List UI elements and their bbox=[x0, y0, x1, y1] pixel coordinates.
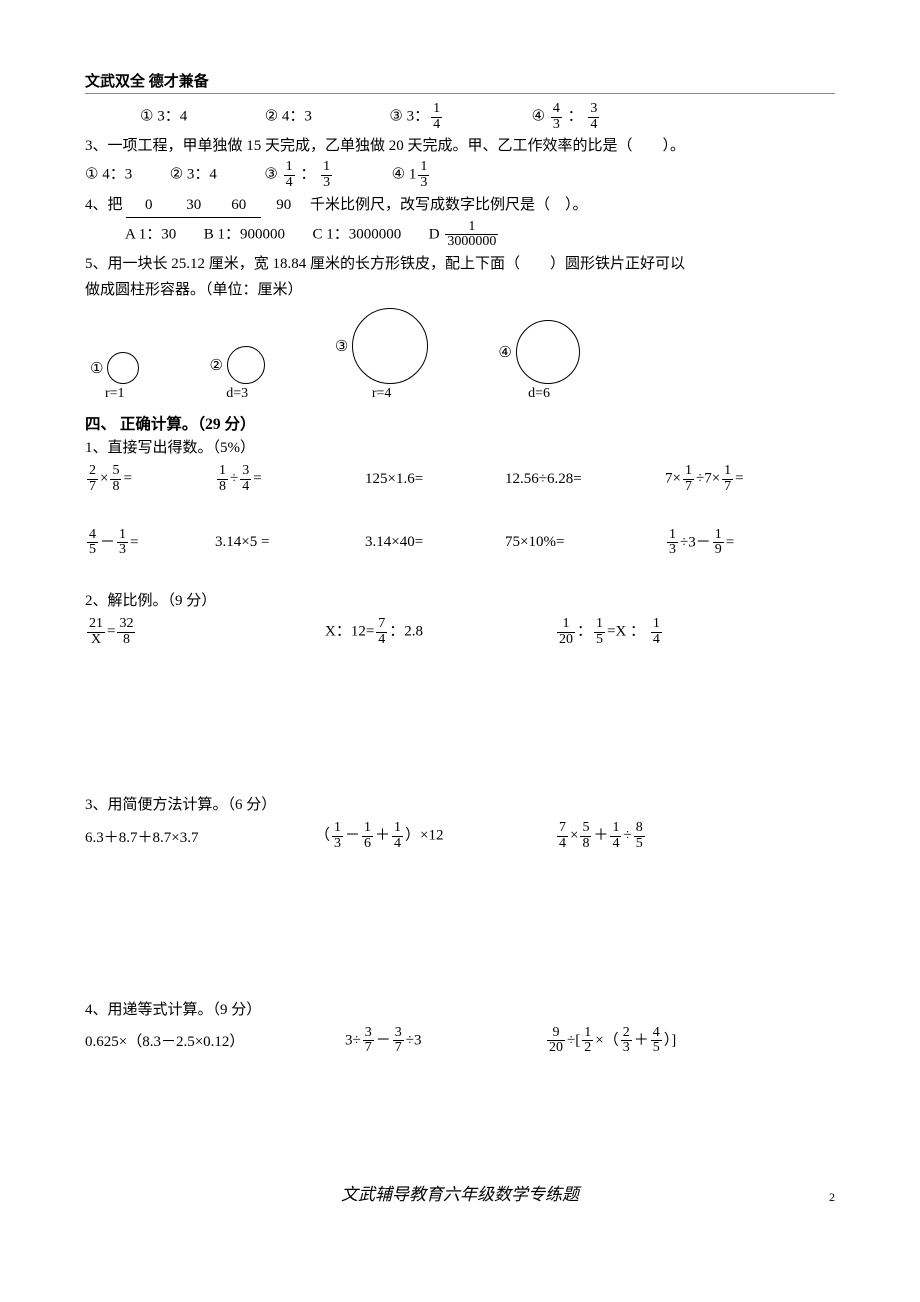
q4-d-frac: 13000000 bbox=[445, 220, 498, 250]
r1d: 12.56÷6.28= bbox=[505, 471, 665, 488]
r2e: 13÷3－19= bbox=[665, 528, 734, 558]
q5-c2-num: ② bbox=[209, 356, 222, 375]
r4c: 74×58＋14÷85 bbox=[555, 821, 647, 851]
q3-opt3-f1: 14 bbox=[284, 160, 295, 190]
q4-pre: 4、把 bbox=[85, 197, 126, 213]
r2d: 75×10%= bbox=[505, 534, 665, 551]
q4-ruler-3: 90 bbox=[261, 193, 306, 217]
q3-opt2: ② 3：4 bbox=[170, 167, 217, 183]
q2-opt3-frac: 14 bbox=[431, 102, 442, 132]
q2-opt4-pre: ④ bbox=[532, 109, 549, 125]
q5-c2-label: d=3 bbox=[226, 386, 248, 402]
sec4-p2: 2、解比例。（9 分） bbox=[85, 589, 835, 613]
page-header: 文武双全 德才兼备 bbox=[85, 70, 835, 91]
q4-c: C 1：3000000 bbox=[313, 226, 402, 242]
q2-opt2: ② 4：3 bbox=[265, 109, 312, 125]
header-rule bbox=[85, 93, 835, 94]
q3-text: 3、一项工程，甲单独做 15 天完成，乙单独做 20 天完成。甲、乙工作效率的比… bbox=[85, 134, 835, 158]
q4-options: A 1：30 B 1：900000 C 1：3000000 D 13000000 bbox=[85, 220, 835, 250]
q4-post: 千米比例尺，改写成数字比例尺是（ ）。 bbox=[306, 197, 587, 213]
r5c: 920÷[12×（23＋45）] bbox=[545, 1026, 676, 1056]
q5-c1: ① r=1 bbox=[90, 352, 139, 402]
r3b: X：12=74：2.8 bbox=[325, 617, 555, 647]
circle-icon-1 bbox=[107, 352, 139, 384]
q5-c3: ③ r=4 bbox=[335, 308, 428, 402]
sec4-p1: 1、直接写出得数。（5%） bbox=[85, 436, 835, 460]
q4-line: 4、把 0306090 千米比例尺，改写成数字比例尺是（ ）。 bbox=[85, 193, 835, 218]
q4-ruler-0: 0 bbox=[126, 193, 171, 218]
r4b: （13－16＋14）×12 bbox=[315, 821, 555, 851]
r2b: 3.14×5 = bbox=[215, 534, 365, 551]
r2c: 3.14×40= bbox=[365, 534, 505, 551]
q3-opt3-mid: ： bbox=[297, 167, 320, 183]
circle-icon-3 bbox=[352, 308, 428, 384]
q4-d-pre: D bbox=[429, 226, 444, 242]
q3-opt1: ① 4：3 bbox=[85, 167, 132, 183]
r1e: 7×17÷7×17= bbox=[665, 464, 744, 494]
circle-icon-2 bbox=[227, 346, 265, 384]
sec4-p4: 4、用递等式计算。（9 分） bbox=[85, 998, 835, 1022]
q5-c3-num: ③ bbox=[335, 337, 348, 356]
r3c: 120：15=X ： 14 bbox=[555, 617, 664, 647]
q4-ruler-2: 60 bbox=[216, 193, 261, 218]
sec4-p3: 3、用简便方法计算。（6 分） bbox=[85, 793, 835, 817]
q3-opt4-pre: ④ 1 bbox=[392, 167, 417, 183]
q4-a: A 1：30 bbox=[125, 226, 176, 242]
sec4-title: 四、 正确计算。（29 分） bbox=[85, 412, 835, 434]
r2a: 45－13= bbox=[85, 528, 215, 558]
sec4-row3: 21X=328 X：12=74：2.8 120：15=X ： 14 bbox=[85, 617, 835, 647]
q2-opt1: ① 3：4 bbox=[140, 109, 187, 125]
q3-opt3-f2: 13 bbox=[321, 160, 332, 190]
circle-icon-4 bbox=[516, 320, 580, 384]
r1b: 18÷34= bbox=[215, 464, 365, 494]
r5a: 0.625×（8.3－2.5×0.12） bbox=[85, 1030, 345, 1051]
q3-opt3-pre: ③ bbox=[264, 167, 281, 183]
q2-opt4-f1: 43 bbox=[551, 102, 562, 132]
q5-c4: ④ d=6 bbox=[498, 320, 579, 402]
q5-circles: ① r=1 ② d=3 ③ r=4 ④ d=6 bbox=[85, 308, 835, 402]
r1a: 27×58= bbox=[85, 464, 215, 494]
r5b: 3÷37－37÷3 bbox=[345, 1026, 545, 1056]
sec4-row2: 45－13= 3.14×5 = 3.14×40= 75×10%= 13÷3－19… bbox=[85, 528, 835, 558]
q5-c3-label: r=4 bbox=[372, 386, 392, 402]
sec4-row1: 27×58= 18÷34= 125×1.6= 12.56÷6.28= 7×17÷… bbox=[85, 464, 835, 494]
q4-ruler-1: 30 bbox=[171, 193, 216, 218]
r4a: 6.3＋8.7＋8.7×3.7 bbox=[85, 826, 315, 847]
sec4-row4: 6.3＋8.7＋8.7×3.7 （13－16＋14）×12 74×58＋14÷8… bbox=[85, 821, 835, 851]
q3-options: ① 4：3 ② 3：4 ③ 14 ： 13 ④ 113 bbox=[85, 160, 835, 190]
q3-opt4-f: 13 bbox=[418, 160, 429, 190]
q2-opt4-f2: 34 bbox=[588, 102, 599, 132]
page-number: 2 bbox=[829, 1190, 835, 1205]
q5-l2: 做成圆柱形容器。（单位：厘米） bbox=[85, 278, 835, 302]
r3a: 21X=328 bbox=[85, 617, 325, 647]
q5-c4-num: ④ bbox=[498, 343, 511, 362]
q2-opt4-mid: ： bbox=[564, 109, 587, 125]
r1c: 125×1.6= bbox=[365, 471, 505, 488]
sec4-row5: 0.625×（8.3－2.5×0.12） 3÷37－37÷3 920÷[12×（… bbox=[85, 1026, 835, 1056]
q4-b: B 1：900000 bbox=[204, 226, 285, 242]
q5-l1: 5、用一块长 25.12 厘米，宽 18.84 厘米的长方形铁皮，配上下面（ ）… bbox=[85, 252, 835, 276]
q5-c4-label: d=6 bbox=[528, 386, 550, 402]
q2-opt3-pre: ③ 3： bbox=[389, 109, 429, 125]
page-footer: 文武辅导教育六年级数学专练题 2 bbox=[85, 1180, 835, 1205]
q2-options: ① 3：4 ② 4：3 ③ 3：14 ④ 43 ： 34 bbox=[85, 102, 835, 132]
q5-c1-label: r=1 bbox=[105, 386, 125, 402]
q5-c2: ② d=3 bbox=[209, 346, 264, 402]
footer-text: 文武辅导教育六年级数学专练题 bbox=[341, 1185, 579, 1204]
q5-c1-num: ① bbox=[90, 359, 103, 378]
